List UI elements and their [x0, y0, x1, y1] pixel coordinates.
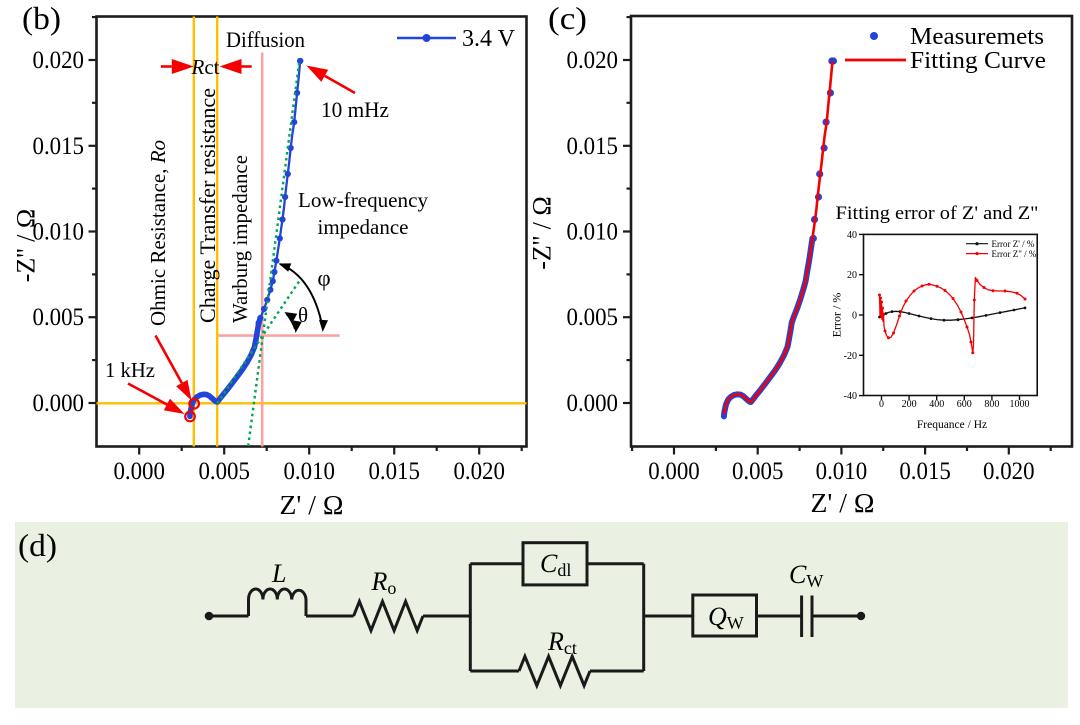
svg-text:0.000: 0.000 — [567, 390, 619, 417]
svg-text:0.010: 0.010 — [816, 458, 868, 485]
svg-text:0.015: 0.015 — [33, 133, 85, 160]
svg-text:θ: θ — [298, 303, 308, 327]
svg-text:Diffusion: Diffusion — [226, 27, 305, 52]
svg-text:0.020: 0.020 — [983, 458, 1035, 485]
svg-text:1000: 1000 — [1010, 399, 1030, 410]
svg-text:10 mHz: 10 mHz — [321, 97, 389, 122]
svg-text:CW: CW — [789, 560, 823, 591]
svg-text:0.015: 0.015 — [567, 133, 619, 160]
svg-text:800: 800 — [984, 399, 999, 410]
svg-text:QW: QW — [708, 602, 744, 633]
svg-text:400: 400 — [929, 399, 944, 410]
svg-text:(d): (d) — [18, 527, 57, 563]
svg-text:0.010: 0.010 — [33, 219, 85, 246]
svg-text:0.000: 0.000 — [113, 458, 165, 485]
svg-text:φ: φ — [317, 266, 330, 291]
svg-text:-20: -20 — [844, 351, 857, 362]
svg-text:Fitting Curve: Fitting Curve — [910, 48, 1046, 74]
svg-text:Warburg impedance: Warburg impedance — [228, 155, 252, 323]
svg-text:0.020: 0.020 — [567, 47, 619, 74]
svg-text:0.015: 0.015 — [899, 458, 951, 485]
svg-text:0.020: 0.020 — [453, 458, 505, 485]
svg-text:0.005: 0.005 — [198, 458, 250, 485]
svg-text:-Z'' / Ω: -Z'' / Ω — [12, 209, 41, 282]
svg-text:Charge Transfer resistance: Charge Transfer resistance — [195, 88, 220, 323]
svg-text:Rct: Rct — [547, 627, 577, 658]
svg-text:1 kHz: 1 kHz — [105, 358, 155, 382]
svg-text:0: 0 — [879, 399, 884, 410]
svg-text:0.010: 0.010 — [283, 458, 335, 485]
svg-text:600: 600 — [957, 399, 972, 410]
svg-text:Error / %: Error / % — [830, 293, 844, 338]
svg-text:Error Z' / %: Error Z' / % — [992, 239, 1035, 249]
svg-text:0: 0 — [852, 311, 857, 322]
svg-text:0.000: 0.000 — [33, 390, 85, 417]
svg-text:3.4 V: 3.4 V — [462, 26, 516, 52]
svg-text:(b): (b) — [22, 0, 61, 36]
svg-text:Low-frequency: Low-frequency — [298, 188, 428, 212]
svg-text:Error Z" / %: Error Z" / % — [992, 249, 1037, 259]
svg-text:Measuremets: Measuremets — [910, 24, 1044, 50]
svg-text:L: L — [271, 559, 286, 588]
svg-text:Cdl: Cdl — [540, 549, 571, 580]
svg-text:Rct: Rct — [191, 55, 220, 79]
svg-text:Ohmic Resistance, Ro: Ohmic Resistance, Ro — [146, 140, 170, 326]
svg-text:0.000: 0.000 — [648, 458, 700, 485]
svg-text:0.005: 0.005 — [732, 458, 784, 485]
svg-text:0.005: 0.005 — [33, 304, 85, 331]
svg-text:Ro: Ro — [371, 567, 397, 598]
svg-text:200: 200 — [902, 399, 917, 410]
svg-text:Frequance / Hz: Frequance / Hz — [917, 419, 987, 431]
svg-text:Z' / Ω: Z' / Ω — [811, 488, 875, 518]
svg-text:40: 40 — [847, 230, 857, 241]
svg-text:0.010: 0.010 — [567, 219, 619, 246]
svg-text:-Z'' / Ω: -Z'' / Ω — [528, 196, 557, 269]
svg-text:(c): (c) — [548, 0, 587, 36]
svg-text:20: 20 — [847, 270, 857, 281]
svg-text:impedance: impedance — [318, 215, 409, 239]
svg-text:0.005: 0.005 — [567, 304, 619, 331]
svg-text:0.020: 0.020 — [33, 47, 85, 74]
svg-text:Z' / Ω: Z' / Ω — [280, 490, 344, 520]
svg-text:0.015: 0.015 — [368, 458, 420, 485]
svg-text:-40: -40 — [844, 391, 857, 402]
svg-text:Fitting error of Z' and Z": Fitting error of Z' and Z" — [836, 203, 1039, 224]
